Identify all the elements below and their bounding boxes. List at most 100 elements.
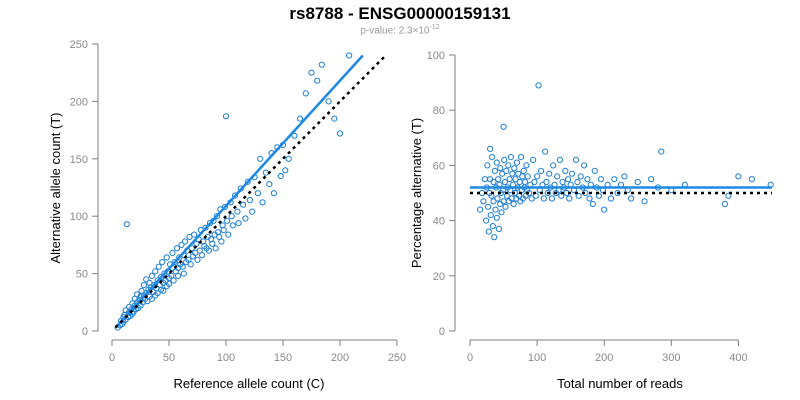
p-value-text: p-value: 2.3×10 — [360, 25, 430, 37]
allele-data-point — [336, 130, 344, 137]
percent-x-tick-label: 0 — [467, 352, 473, 364]
allele-data-point — [240, 201, 247, 208]
percent-data-point — [577, 173, 584, 180]
percent-data-point — [498, 209, 505, 216]
percent-x-axis-label: Total number of reads — [557, 376, 683, 391]
percent-data-point — [491, 234, 498, 241]
allele-data-point — [218, 238, 225, 245]
percent-data-point — [725, 192, 732, 199]
percent-data-point — [485, 203, 492, 210]
percent-data-point — [519, 173, 526, 180]
percent-data-point — [591, 167, 598, 174]
percent-data-point — [502, 203, 509, 210]
percent-y-tick-label: 20 — [433, 271, 445, 283]
allele-reference-line — [114, 54, 387, 329]
percent-data-point — [566, 195, 573, 202]
allele-data-point — [155, 263, 162, 270]
percent-data-point — [494, 195, 501, 202]
percent-data-point — [516, 178, 523, 186]
allele-x-axis-label: Reference allele count (C) — [173, 376, 324, 391]
percent-data-point — [538, 167, 545, 174]
percent-data-point — [542, 148, 549, 155]
percent-data-point — [497, 200, 504, 208]
percent-data-point — [562, 167, 569, 174]
percent-data-point — [607, 195, 615, 202]
percent-data-point — [511, 165, 518, 172]
percent-data-point — [658, 148, 665, 155]
percent-data-point — [540, 195, 547, 202]
percent-data-point — [505, 162, 512, 169]
allele-y-tick-label: 100 — [70, 211, 88, 223]
percent-data-point — [507, 154, 514, 161]
allele-data-point — [163, 254, 170, 261]
percent-data-point — [568, 170, 576, 177]
allele-y-tick-label: 0 — [82, 326, 88, 338]
percent-data-point — [559, 178, 566, 186]
percent-data-point — [497, 165, 504, 172]
allele-data-point — [180, 270, 187, 277]
allele-data-point — [194, 256, 201, 263]
percent-data-point — [572, 156, 580, 163]
percent-data-point — [491, 167, 498, 174]
p-value-exponent: -12 — [429, 24, 440, 31]
percent-data-point — [581, 162, 588, 169]
allele-data-point — [148, 295, 155, 302]
percent-data-point — [634, 178, 641, 186]
percent-data-point — [601, 206, 608, 213]
percent-data-point — [487, 176, 494, 183]
percent-data-point — [495, 176, 502, 183]
percent-data-point — [544, 189, 551, 197]
allele-data-point — [232, 192, 239, 199]
allele-data-point — [249, 208, 256, 215]
allele-x-tick-label: 150 — [274, 352, 292, 364]
percent-data-point — [628, 195, 635, 202]
allele-data-point — [205, 247, 212, 254]
allele-x-tick-label: 250 — [388, 352, 406, 364]
allele-data-point — [229, 222, 236, 229]
percent-data-point — [487, 212, 494, 219]
percent-data-point — [584, 176, 591, 183]
percent-data-point — [535, 82, 542, 89]
allele-data-point — [157, 273, 165, 281]
percent-data-point — [481, 176, 488, 183]
allele-data-point — [266, 181, 273, 188]
allele-data-point — [222, 113, 230, 120]
allele-data-point — [213, 213, 220, 220]
allele-y-tick-label: 150 — [70, 154, 88, 166]
allele-data-point — [181, 238, 189, 245]
percent-data-point — [509, 170, 516, 177]
allele-data-point — [165, 280, 173, 287]
percent-data-point — [648, 176, 655, 183]
percent-data-point — [487, 145, 494, 152]
allele-data-point — [297, 115, 304, 122]
allele-data-point — [209, 240, 216, 247]
percent-y-tick-label: 0 — [439, 326, 445, 338]
allele-data-point — [175, 272, 182, 279]
percent-data-point — [499, 170, 506, 177]
allele-data-point — [282, 167, 289, 174]
allele-data-point — [191, 231, 198, 238]
percent-y-tick-label: 80 — [433, 105, 445, 117]
percent-data-point — [521, 178, 529, 186]
allele-x-tick-label: 0 — [109, 352, 115, 364]
percent-x-tick-label: 400 — [729, 352, 747, 364]
percent-data-point — [480, 198, 487, 205]
allele-data-point — [259, 199, 266, 206]
percent-data-point — [564, 176, 572, 183]
allele-data-point — [154, 290, 161, 297]
percent-data-point — [477, 206, 484, 213]
percent-y-tick-label: 60 — [433, 160, 445, 172]
allele-y-tick-label: 200 — [70, 96, 88, 108]
percent-data-point — [721, 200, 729, 208]
allele-data-point — [173, 245, 181, 252]
percent-data-point — [493, 214, 500, 221]
allele-data-point — [123, 221, 130, 228]
allele-data-point — [171, 259, 178, 266]
percent-data-point — [485, 228, 492, 235]
percent-y-tick-label: 100 — [427, 50, 445, 62]
percent-data-point — [517, 154, 525, 161]
percent-data-point — [501, 178, 508, 186]
percent-data-point — [524, 173, 531, 180]
allele-data-point — [254, 190, 261, 197]
percent-data-point — [548, 195, 556, 202]
